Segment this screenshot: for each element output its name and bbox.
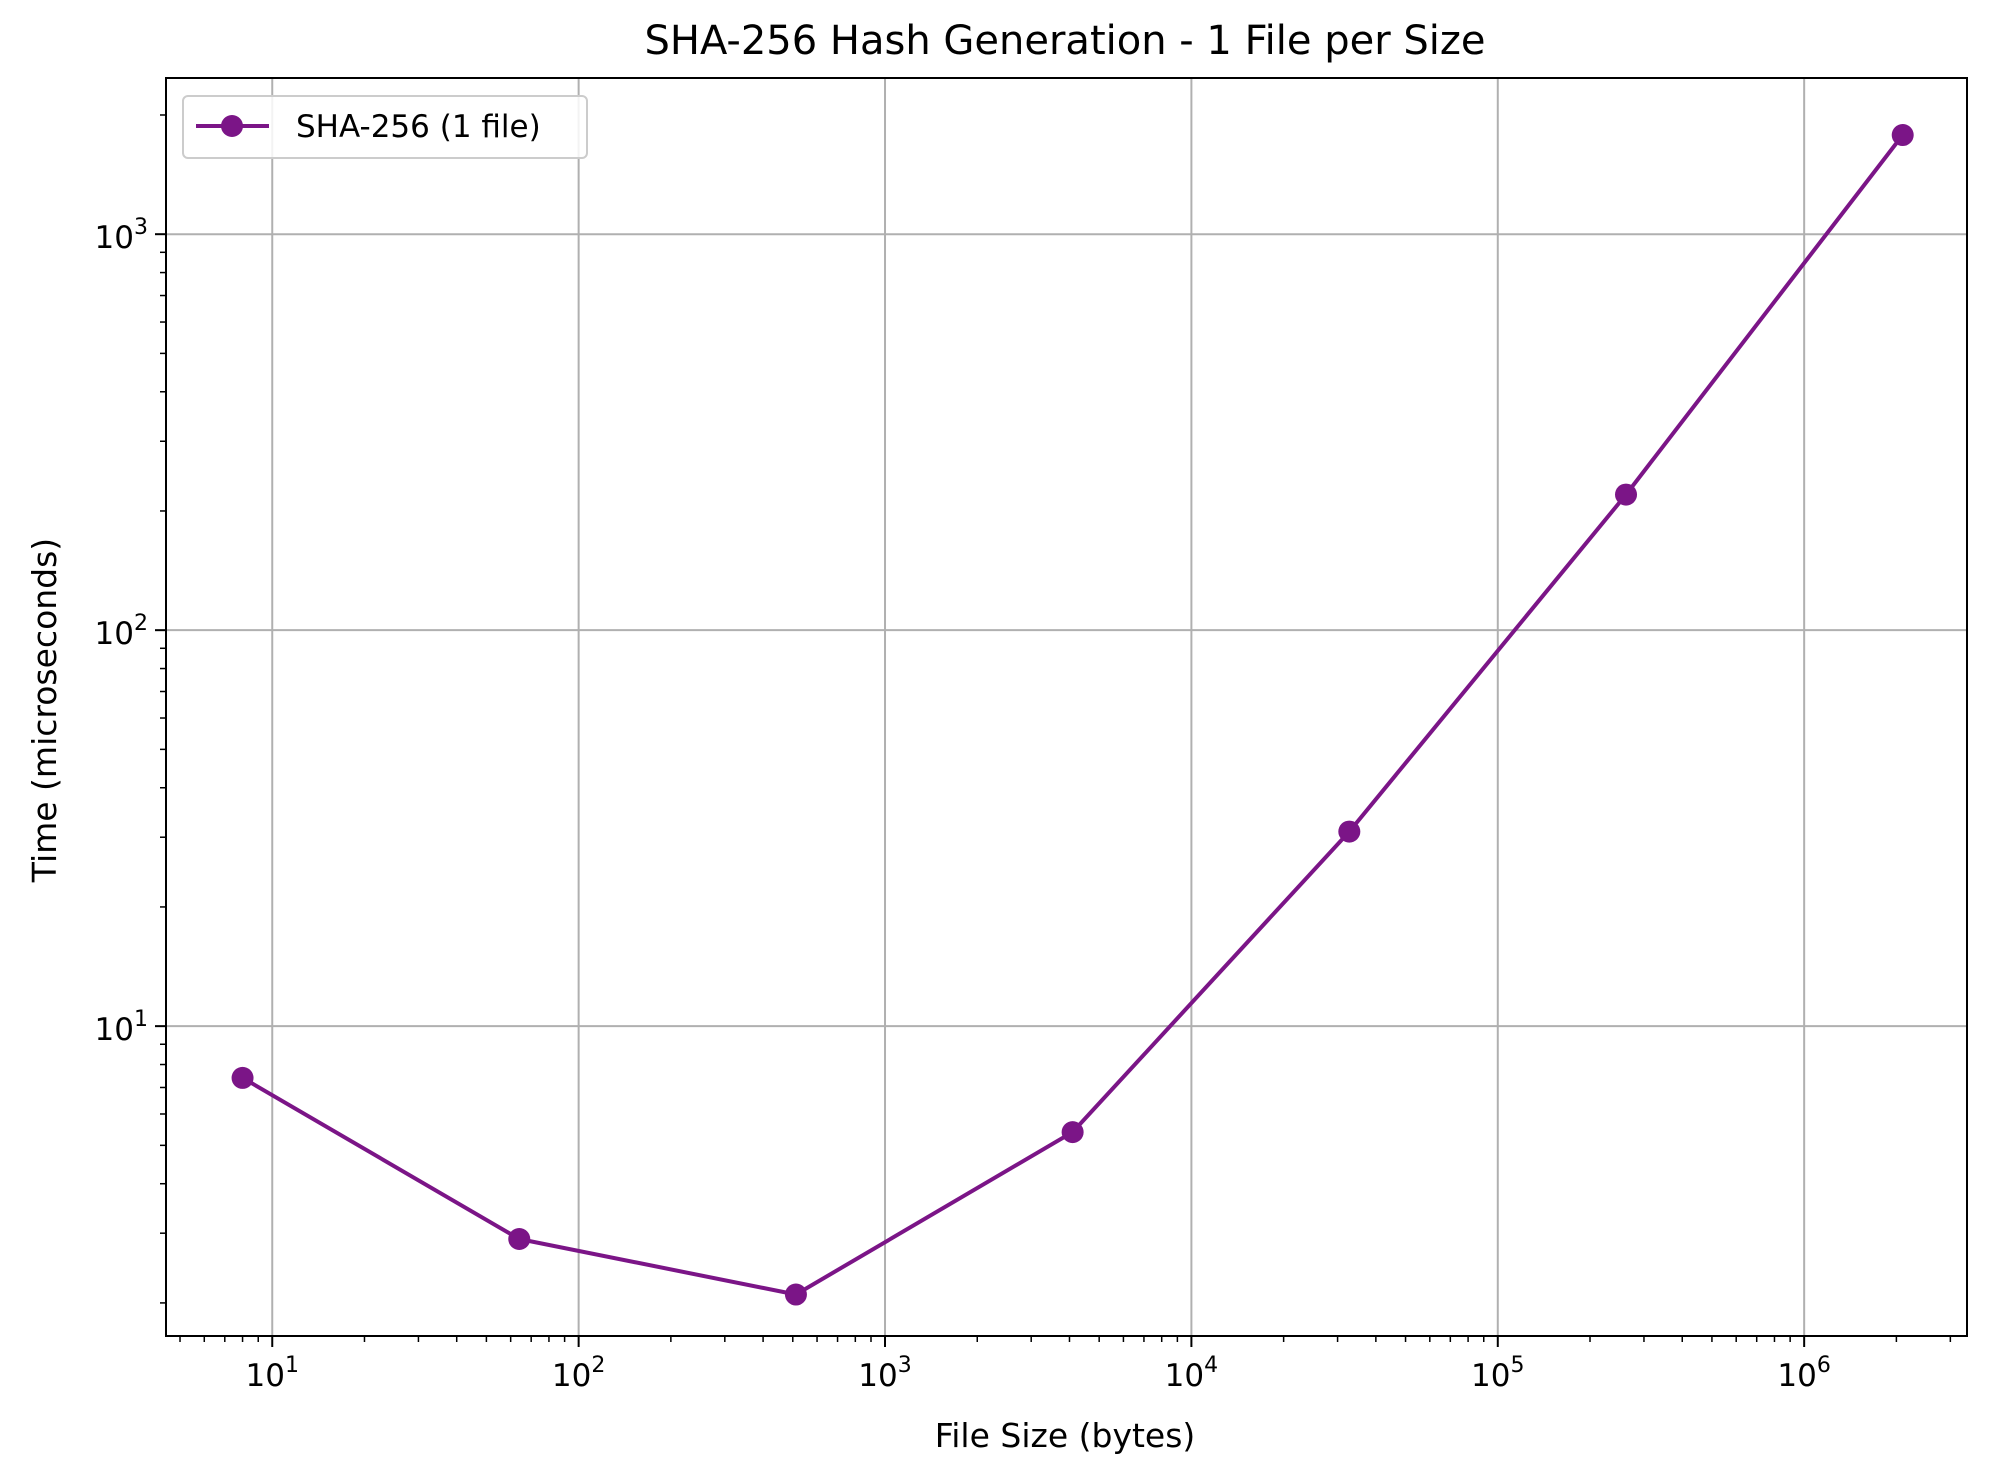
data-point [508, 1228, 531, 1251]
x-tick-label: 101 [246, 1353, 299, 1394]
plot-area-frame [165, 77, 1968, 1337]
grid-layer [166, 78, 1967, 1336]
series-layer [231, 124, 1914, 1306]
data-point [1891, 124, 1914, 147]
y-tick-label: 101 [95, 1007, 148, 1048]
chart-title: SHA-256 Hash Generation - 1 File per Siz… [644, 18, 1485, 64]
data-point [1061, 1121, 1084, 1144]
legend-marker-sample [221, 115, 243, 137]
data-point [1615, 483, 1638, 506]
x-tick-label: 102 [552, 1353, 605, 1394]
data-point [231, 1066, 254, 1089]
legend-box [182, 95, 588, 159]
y-tick-label: 102 [95, 611, 148, 652]
x-tick-label: 103 [858, 1353, 911, 1394]
data-point [1338, 820, 1361, 843]
x-tick-label: 106 [1777, 1353, 1830, 1394]
tick-layer: 101 102 103 104 105 106 101 102 103 [95, 114, 1952, 1394]
x-tick-label: 104 [1165, 1353, 1218, 1394]
data-point [784, 1283, 807, 1306]
legend: SHA-256 (1 file) [182, 95, 588, 159]
y-axis-label: Time (microseconds) [25, 538, 64, 883]
x-axis-label: File Size (bytes) [935, 1416, 1196, 1455]
y-tick-label: 103 [95, 215, 148, 256]
legend-label: SHA-256 (1 file) [296, 109, 541, 145]
x-tick-label: 105 [1471, 1353, 1524, 1394]
